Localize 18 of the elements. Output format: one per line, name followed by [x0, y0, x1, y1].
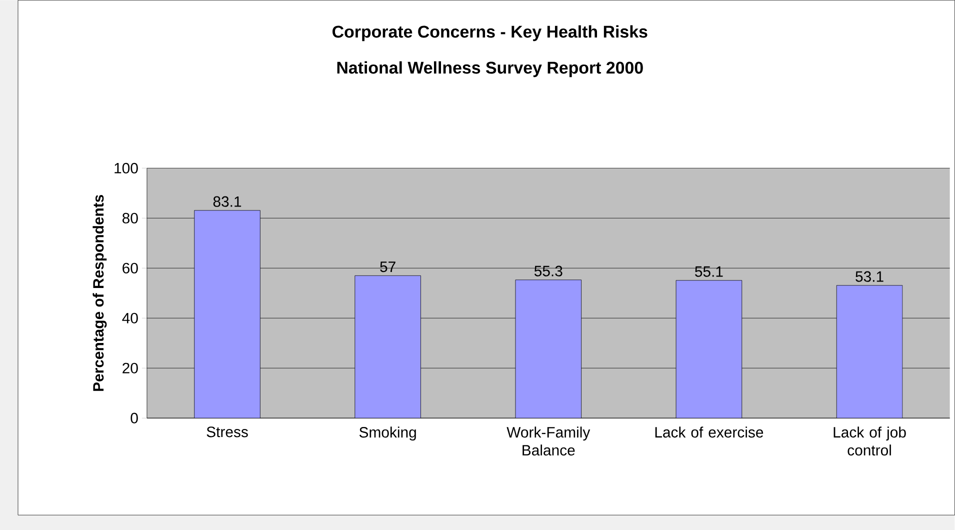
y-tick-label: 0	[130, 412, 138, 424]
y-tick-label: 40	[122, 312, 138, 324]
x-tick-label: Lack of job control	[834, 426, 906, 456]
y-tick-label: 20	[122, 362, 138, 374]
data-label: 53.1	[856, 271, 884, 282]
x-tick-label: Smoking	[359, 426, 416, 441]
data-label: 83.1	[213, 196, 242, 207]
x-tick-label: Stress	[206, 426, 248, 438]
x-tick-label: Lack of exercise	[655, 426, 764, 438]
y-axis-title: Percentage of Respondents	[92, 194, 107, 391]
chart-title: Corporate Concerns - Key Health Risks	[332, 25, 648, 42]
data-label: 55.3	[534, 266, 562, 276]
y-tick-label: 80	[122, 212, 138, 224]
y-tick-label: 100	[114, 162, 138, 174]
y-tick-label: 60	[122, 262, 138, 274]
data-label: 55.1	[695, 266, 723, 277]
x-tick-label: Work-Family Balance	[506, 426, 590, 456]
chart-subtitle: National Wellness Survey Report 2000	[337, 61, 643, 78]
